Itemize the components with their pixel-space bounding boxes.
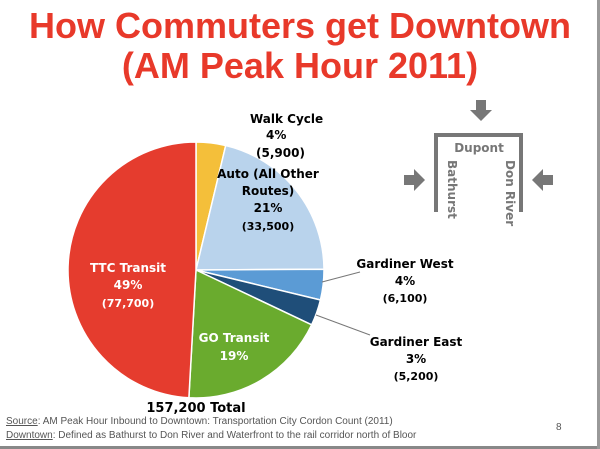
downtown-label: Downtown	[6, 430, 53, 441]
label-dupont: Dupont	[454, 141, 504, 155]
label-ttc-pct: 49%	[114, 278, 143, 292]
label-walk-count: (5,900)	[256, 146, 305, 160]
label-ge-name: Gardiner East	[370, 335, 463, 349]
label-gw-name: Gardiner West	[356, 257, 453, 271]
title-line-2: (AM Peak Hour 2011)	[121, 45, 479, 86]
downtown-text: : Defined as Bathurst to Don River and W…	[52, 430, 417, 441]
arrow-left-icon	[532, 169, 553, 191]
label-walk-pct: 4%	[266, 128, 286, 142]
title-line-1: How Commuters get Downtown	[29, 5, 571, 46]
label-auto-pct: 21%	[254, 201, 283, 215]
bottom-border	[0, 446, 600, 449]
leader-gardiner-west	[321, 271, 361, 283]
total-label: 157,200 Total	[146, 401, 245, 416]
label-go-pct: 19%	[220, 349, 249, 363]
label-gw-pct: 4%	[395, 274, 415, 288]
arrow-down-icon	[470, 100, 492, 121]
label-walk-name: Walk Cycle	[250, 112, 323, 126]
label-go-name: GO Transit	[199, 331, 270, 345]
page-number: 8	[556, 422, 562, 433]
cordon-boundary	[434, 133, 523, 212]
source-note: Source: AM Peak Hour Inbound to Downtown…	[6, 416, 393, 427]
source-label: Source	[6, 416, 38, 427]
label-bathurst: Bathurst	[445, 160, 459, 219]
label-ttc-count: (77,700)	[102, 297, 155, 310]
label-ttc-name: TTC Transit	[90, 261, 166, 275]
source-text: : AM Peak Hour Inbound to Downtown: Tran…	[37, 416, 393, 427]
arrow-right-icon	[404, 169, 425, 191]
leader-gardiner-east	[315, 314, 371, 336]
downtown-note: Downtown: Defined as Bathurst to Don Riv…	[6, 430, 416, 441]
label-ge-count: (5,200)	[394, 370, 439, 383]
label-gw-count: (6,100)	[383, 292, 428, 305]
label-auto-count: (33,500)	[242, 220, 295, 233]
label-don-river: Don River	[503, 160, 517, 226]
pie-slice-go-transit	[188, 268, 313, 399]
pie-slice-auto-all-other-routes	[195, 144, 325, 271]
label-auto-name-1: Auto (All Other	[217, 167, 319, 181]
label-ge-pct: 3%	[406, 352, 426, 366]
cordon-diagram: Dupont Bathurst Don River	[404, 100, 553, 226]
right-border	[597, 0, 600, 449]
pie-slice-ttc-transit	[67, 141, 197, 399]
label-auto-name-2: Routes)	[242, 184, 295, 198]
